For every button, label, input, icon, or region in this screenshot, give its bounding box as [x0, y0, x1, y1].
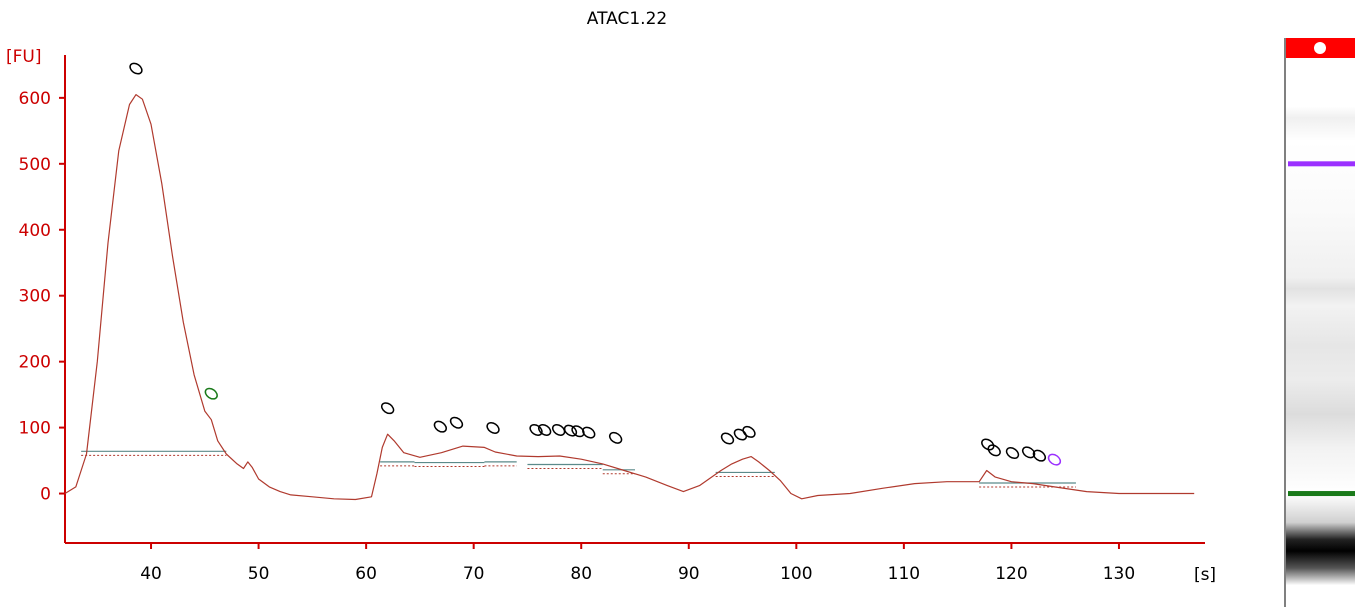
peak-markers — [129, 62, 1062, 466]
peak-marker — [204, 387, 218, 400]
gel-band — [1288, 161, 1355, 167]
peak-marker — [608, 431, 623, 444]
peak-marker — [582, 426, 596, 439]
gel-lane-background — [1286, 38, 1355, 607]
x-tick-label: 90 — [678, 564, 700, 584]
x-tick-label: 130 — [1103, 564, 1135, 584]
x-tick-label: 100 — [780, 564, 812, 584]
peak-marker — [1005, 447, 1020, 460]
gel-well-icon — [1314, 42, 1326, 54]
x-tick-label: 80 — [570, 564, 592, 584]
x-tick-label: 70 — [463, 564, 485, 584]
peak-marker — [551, 423, 566, 436]
peak-marker — [537, 423, 552, 436]
x-axis-unit-label: [s] — [1194, 565, 1216, 585]
peak-marker — [1032, 449, 1047, 462]
peak-marker — [742, 425, 756, 438]
peak-marker — [981, 438, 995, 451]
y-tick-label: 200 — [19, 353, 51, 373]
gel-band — [1288, 491, 1355, 497]
peak-marker — [1047, 453, 1062, 466]
peak-marker — [987, 444, 1001, 457]
baseline-segments — [81, 450, 1076, 488]
series-line — [64, 94, 1195, 501]
y-tick-label: 400 — [19, 221, 51, 241]
y-tick-label: 0 — [40, 485, 51, 505]
y-tick-label: 600 — [19, 89, 51, 109]
peak-marker — [380, 402, 395, 415]
y-tick-label: 500 — [19, 155, 51, 175]
x-tick-label: 110 — [888, 564, 920, 584]
peak-marker — [129, 62, 143, 75]
gel-lane — [1284, 38, 1355, 607]
trace-layer — [64, 94, 1195, 501]
peak-marker — [433, 420, 448, 433]
y-tick-label: 300 — [19, 287, 51, 307]
peak-marker — [449, 416, 464, 429]
x-tick-label: 120 — [995, 564, 1027, 584]
chart-title: ATAC1.22 — [587, 9, 667, 29]
y-tick-label: 100 — [19, 419, 51, 439]
peak-marker — [720, 432, 735, 445]
peak-marker — [486, 421, 500, 434]
y-axis-unit-label: [FU] — [6, 47, 42, 67]
x-tick-label: 50 — [248, 564, 270, 584]
peak-marker — [571, 425, 585, 438]
x-tick-label: 60 — [355, 564, 377, 584]
x-tick-label: 40 — [140, 564, 162, 584]
axes: 0 100 200 300 400 500 600 40 50 60 70 80 90 100 110 120… — [19, 55, 1205, 584]
